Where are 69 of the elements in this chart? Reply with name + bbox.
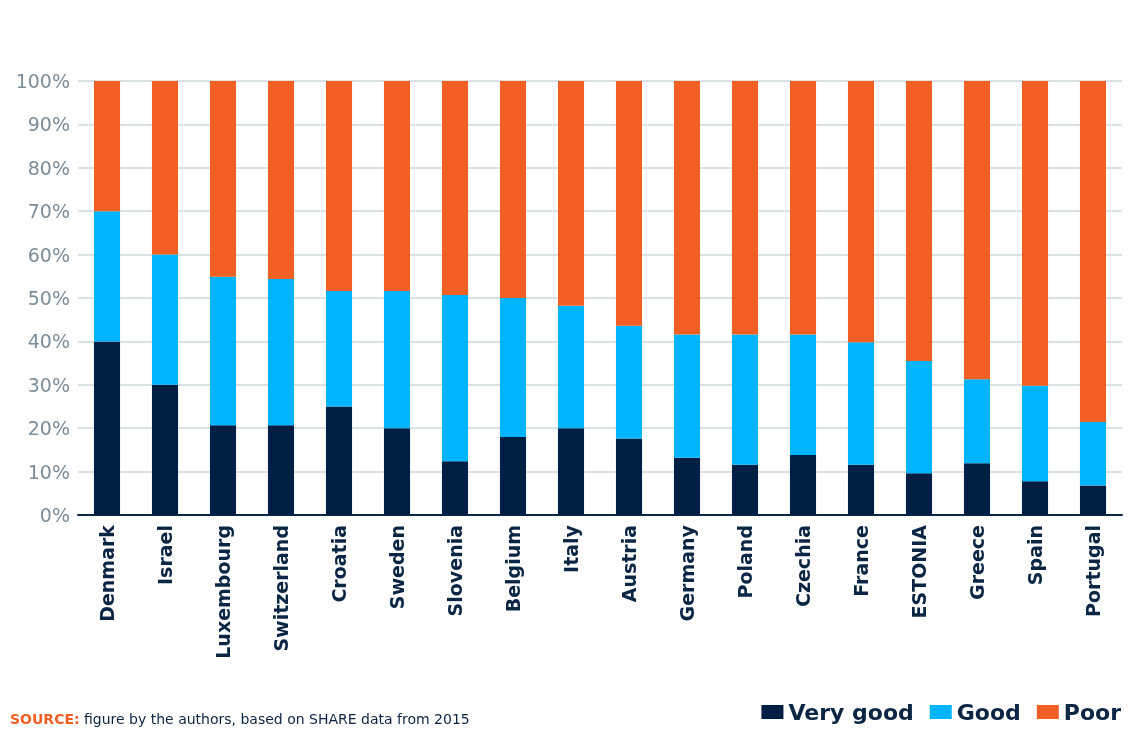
bar [905,360,933,474]
x-tick-label: Czechia [792,525,814,608]
x-tick-label: ESTONIA [908,524,930,619]
bar [789,81,817,335]
y-tick-label: 40% [27,330,70,353]
bar [499,81,527,298]
bar [731,81,759,335]
bar [673,81,701,335]
bar [557,81,585,306]
bar [151,254,179,385]
x-tick-label: Austria [618,525,640,603]
x-tick-label: Poland [734,525,756,599]
x-tick-label: Germany [676,524,698,622]
bar [325,81,353,292]
x-tick-label: Belgium [502,525,524,613]
bar [441,294,469,462]
bar [499,298,527,437]
bar [441,81,469,295]
y-tick-label: 0% [39,504,70,526]
y-tick-label: 100% [15,70,70,92]
x-tick-label: Denmark [96,524,118,622]
bar [267,278,295,426]
bar [209,276,237,426]
bar [1021,385,1049,482]
y-tick-label: 50% [27,287,70,309]
x-tick-label: Greece [966,525,988,600]
bar [93,211,121,342]
bar [209,81,237,277]
y-tick-label: 80% [27,156,70,179]
bar [963,81,991,380]
x-tick-label: Portugal [1082,525,1104,617]
y-tick-label: 20% [27,417,70,440]
bar [789,334,817,456]
x-tick-label: France [850,525,872,597]
bar [557,305,585,429]
y-tick-label: 30% [27,373,70,396]
bar [151,81,179,255]
bar [267,81,295,279]
bar [1021,81,1049,386]
y-tick-label: 90% [27,113,70,136]
bar [615,81,643,326]
y-tick-label: 70% [27,200,70,223]
x-tick-label: Spain [1024,525,1046,586]
legend-label: Very good [788,699,914,725]
x-tick-label: Israel [154,525,176,585]
bar [905,81,933,361]
x-tick-label: Slovenia [444,525,466,617]
x-tick-label: Italy [560,524,582,573]
bar [383,291,411,429]
y-tick-label: 10% [27,460,70,483]
bar [673,334,701,458]
legend-label: Poor [1063,699,1122,725]
bar [615,325,643,439]
legend-label: Good [956,699,1021,725]
bar [963,379,991,464]
bar [847,81,875,343]
bar [93,81,121,212]
x-tick-label: Croatia [328,525,350,603]
x-tick-label: Luxembourg [212,525,234,659]
source-note: SOURCE: figure by the authors, based on SHARE data from 2015 [10,711,470,727]
bar [847,342,875,465]
x-tick-label: Sweden [386,525,408,610]
bar [731,334,759,465]
x-tick-label: Switzerland [270,525,292,652]
y-tick-label: 60% [27,243,70,266]
bar [325,291,353,407]
bar [1079,422,1107,486]
bar [1079,81,1107,423]
bar [383,81,411,292]
